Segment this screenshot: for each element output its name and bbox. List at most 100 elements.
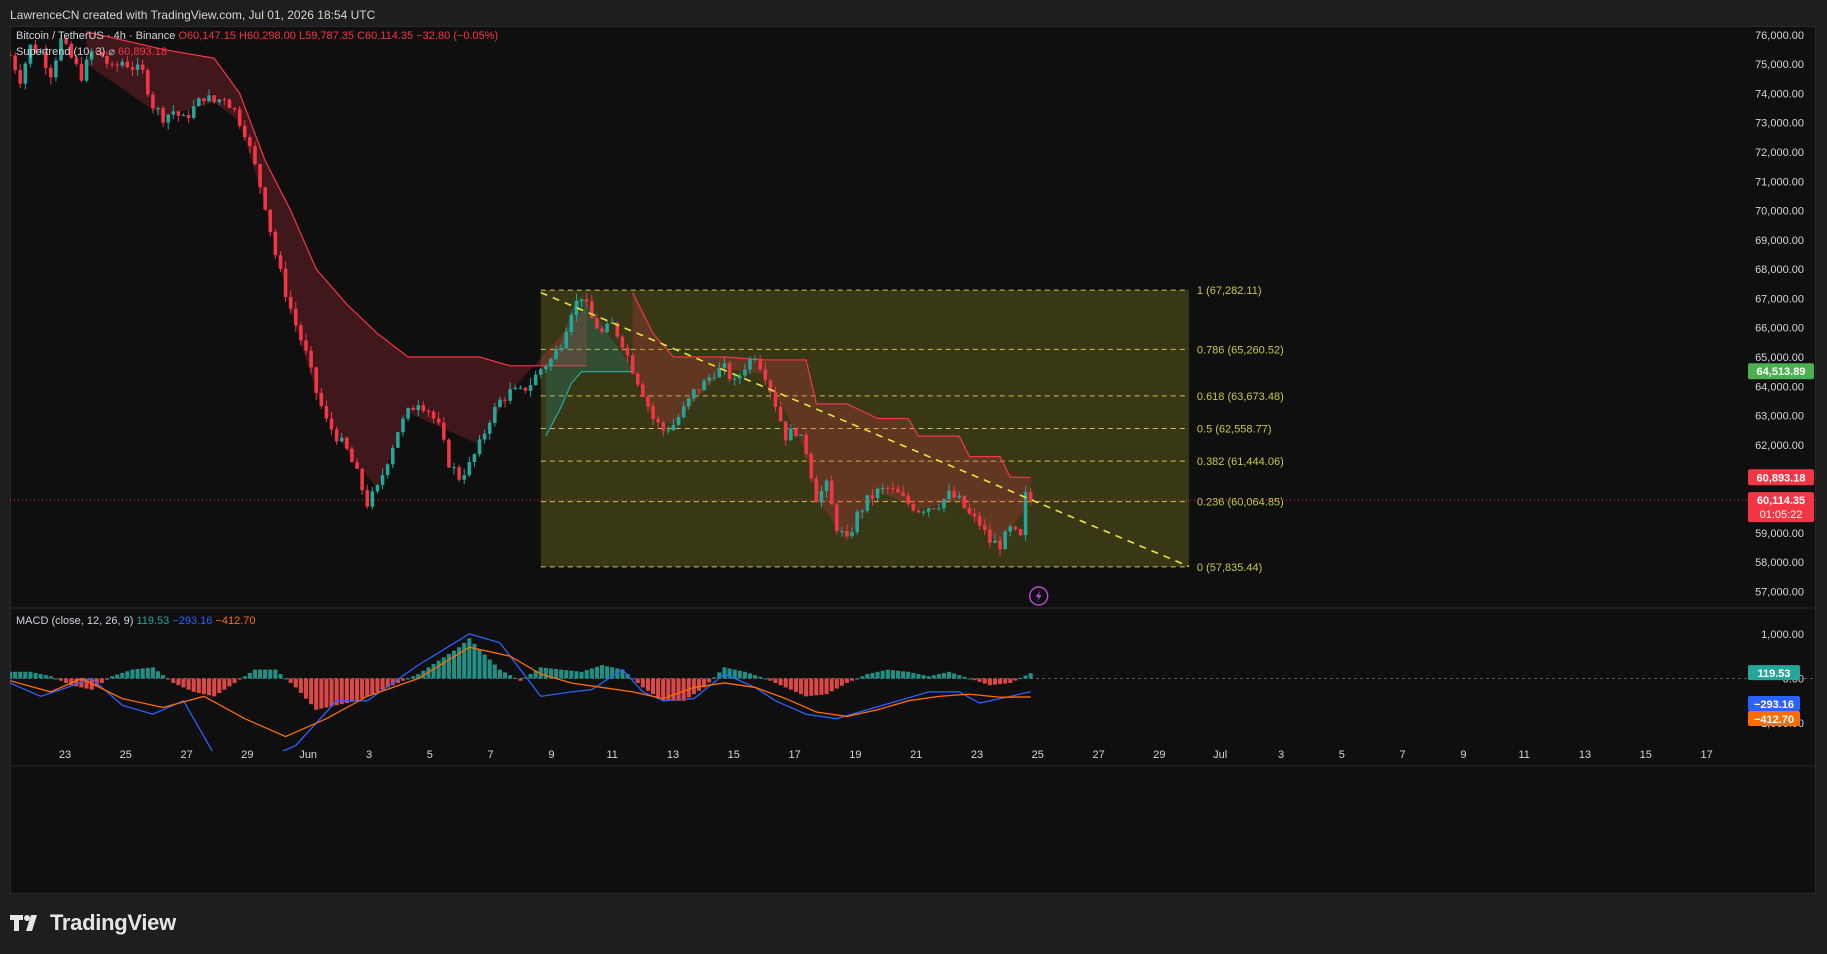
macd-histogram-bar [538, 667, 543, 679]
candle-body [768, 380, 773, 393]
macd-histogram-bar [400, 678, 406, 681]
macd-histogram-bar [1018, 678, 1023, 680]
candle-body [901, 492, 905, 496]
candle-body [646, 396, 650, 407]
candle-body [64, 38, 68, 44]
candle-body [799, 434, 803, 436]
candle-body [79, 63, 84, 81]
macd-histogram-bar [303, 678, 309, 699]
candle-body [809, 453, 814, 479]
candle-body [727, 363, 732, 380]
price-axis-label: 72,000.00 [1755, 147, 1804, 159]
candle-body [411, 407, 415, 411]
macd-badge: −293.16 [1748, 696, 1800, 711]
candle-body [538, 369, 543, 375]
time-axis-label: 25 [1032, 749, 1044, 761]
candle-body [416, 405, 421, 411]
candle-body [452, 467, 456, 469]
macd-histogram-bar [528, 674, 533, 679]
macd-histogram-bar [74, 678, 79, 687]
candle-body [697, 389, 701, 391]
candle-body [140, 64, 145, 70]
candle-body [329, 418, 334, 430]
price-badge-text: 60,893.18 [1757, 472, 1806, 484]
time-axis-label: 11 [606, 749, 617, 761]
macd-histogram-bar [247, 672, 252, 679]
macd-histogram-bar [783, 678, 788, 688]
candle-body [549, 359, 553, 367]
candle-body [232, 107, 237, 110]
candle-body [686, 398, 691, 407]
candle-body [283, 268, 288, 298]
candle-body [59, 38, 63, 61]
candle-body [401, 418, 405, 433]
macd-histogram-bar [263, 669, 268, 679]
candle-body [390, 447, 395, 465]
symbol-label[interactable]: Bitcoin / TetherUS · 4h · Binance [16, 30, 176, 42]
candle-body [176, 111, 181, 116]
downtrend-line [540, 291, 1190, 568]
candle-body [237, 109, 242, 126]
candle-body [18, 70, 22, 84]
macd-histogram-bar [906, 671, 911, 679]
macd-histogram-bar [844, 678, 850, 683]
macd-histogram-bar [564, 670, 569, 679]
macd-histogram-bar [196, 678, 201, 694]
macd-histogram-bar [936, 674, 941, 679]
candle-body [227, 99, 232, 108]
macd-histogram-bar [334, 678, 339, 706]
candle-body [656, 418, 660, 423]
macd-histogram-bar [227, 678, 232, 687]
candle-body [559, 348, 563, 350]
candle-body [197, 98, 201, 107]
alert-lightning-icon[interactable] [1028, 586, 1049, 606]
macd-label[interactable]: MACD (close, 12, 26, 9) [16, 615, 134, 627]
macd-histogram-bar [977, 678, 982, 682]
macd-histogram-bar [987, 678, 992, 686]
candle-body [462, 475, 466, 480]
macd-histogram-bar [339, 678, 344, 705]
change-value: −32.80 (−0.05%) [416, 30, 499, 42]
macd-histogram-bar [135, 669, 140, 679]
macd-histogram-bar [130, 669, 135, 679]
candle-body [625, 347, 630, 356]
candle-body [666, 430, 671, 432]
candle-body [615, 322, 620, 337]
macd-histogram-bar [1028, 673, 1033, 679]
macd-histogram-bar [309, 678, 314, 705]
macd-histogram-bar [349, 678, 354, 702]
candle-body [84, 59, 89, 81]
supertrend-label[interactable]: Supertrend (10, 3) [16, 46, 106, 58]
candle-body [931, 508, 936, 510]
macd-histogram-bar [155, 671, 161, 679]
macd-histogram-bar [921, 675, 926, 679]
supertrend-cloud [632, 292, 1031, 545]
price-chart[interactable]: 76,000.00 75,000.00 74,000.00 73,000.00 72,0… [10, 26, 1816, 894]
candle-body [324, 406, 329, 419]
macd-histogram-bar [53, 678, 58, 680]
macd-histogram-bar [742, 671, 747, 679]
candle-body [151, 94, 155, 109]
candle-body [773, 392, 778, 407]
candle-body [717, 367, 722, 378]
candle-body [288, 297, 293, 309]
candle-body [503, 399, 507, 401]
price-axis-label: 67,000.00 [1755, 293, 1804, 305]
candle-body [355, 462, 359, 469]
macd-histogram-bar [99, 678, 104, 683]
macd-histogram-bar [441, 657, 446, 679]
fib-level-label: 1 (67,282.11) [1197, 285, 1262, 297]
candle-body [998, 540, 1002, 550]
time-axis-label: 23 [971, 749, 983, 761]
time-axis-label: Jul [1213, 749, 1227, 761]
candle-body [426, 410, 431, 412]
macd-histogram-bar [860, 676, 865, 679]
macd-signal-value: −412.70 [215, 615, 256, 627]
candle-body [365, 490, 370, 507]
price-badge: 64,513.89 [1748, 363, 1814, 380]
macd-histogram-bar [768, 678, 773, 681]
candle-body [370, 491, 375, 507]
candle-body [447, 439, 451, 468]
candle-body [794, 428, 798, 436]
candle-body [681, 406, 686, 418]
